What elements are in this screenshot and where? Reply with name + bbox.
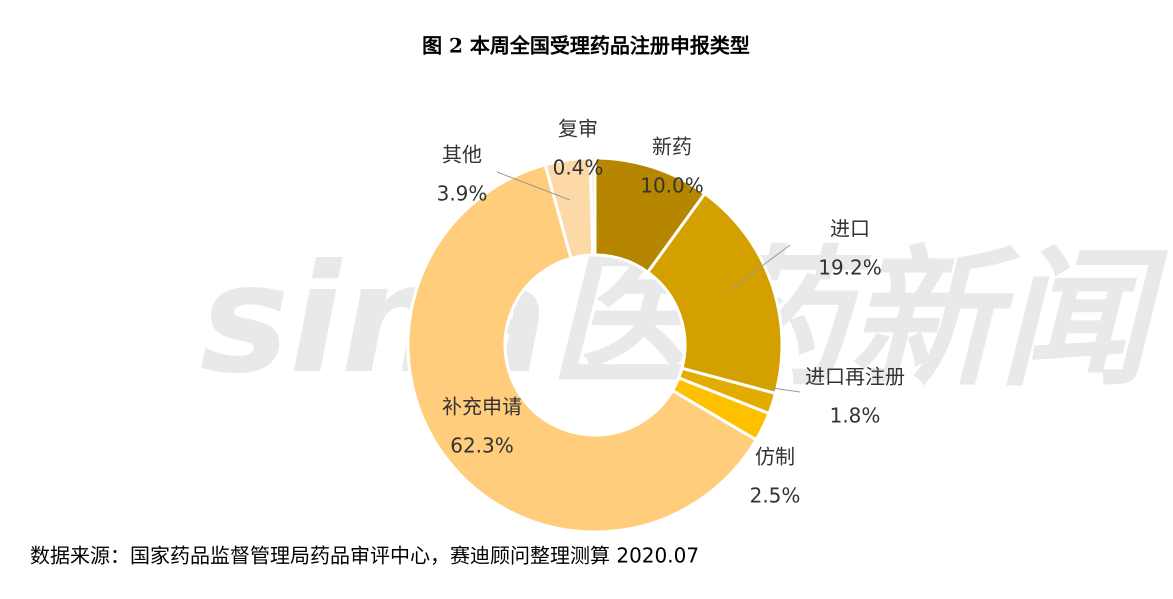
donut-slice bbox=[406, 162, 759, 534]
slice-label: 进口 bbox=[830, 217, 870, 241]
source-note: 数据来源：国家药品监督管理局药品审评中心，赛迪顾问整理测算 2020.07 bbox=[30, 544, 699, 568]
slice-label: 仿制 bbox=[755, 445, 795, 469]
slice-label: 进口再注册 bbox=[805, 365, 905, 389]
value-label: 19.2% bbox=[818, 256, 882, 280]
leader-line bbox=[729, 244, 791, 291]
chart-title: 图 2 本周全国受理药品注册申报类型 bbox=[422, 34, 750, 58]
donut bbox=[406, 156, 784, 534]
value-label: 3.9% bbox=[437, 182, 488, 206]
slice-label: 补充申请 bbox=[442, 395, 522, 419]
slice-label: 新药 bbox=[652, 135, 692, 159]
donut-slice bbox=[645, 191, 784, 396]
donut-slice bbox=[588, 156, 597, 257]
leader-line bbox=[771, 387, 801, 393]
slice-label: 复审 bbox=[558, 117, 598, 141]
value-label: 0.4% bbox=[553, 156, 604, 180]
leader-line bbox=[496, 171, 571, 201]
slice-label: 其他 bbox=[442, 143, 482, 167]
value-label: 62.3% bbox=[450, 434, 514, 458]
value-label: 2.5% bbox=[750, 484, 801, 508]
value-label: 1.8% bbox=[830, 404, 881, 428]
value-label: 10.0% bbox=[640, 174, 704, 198]
